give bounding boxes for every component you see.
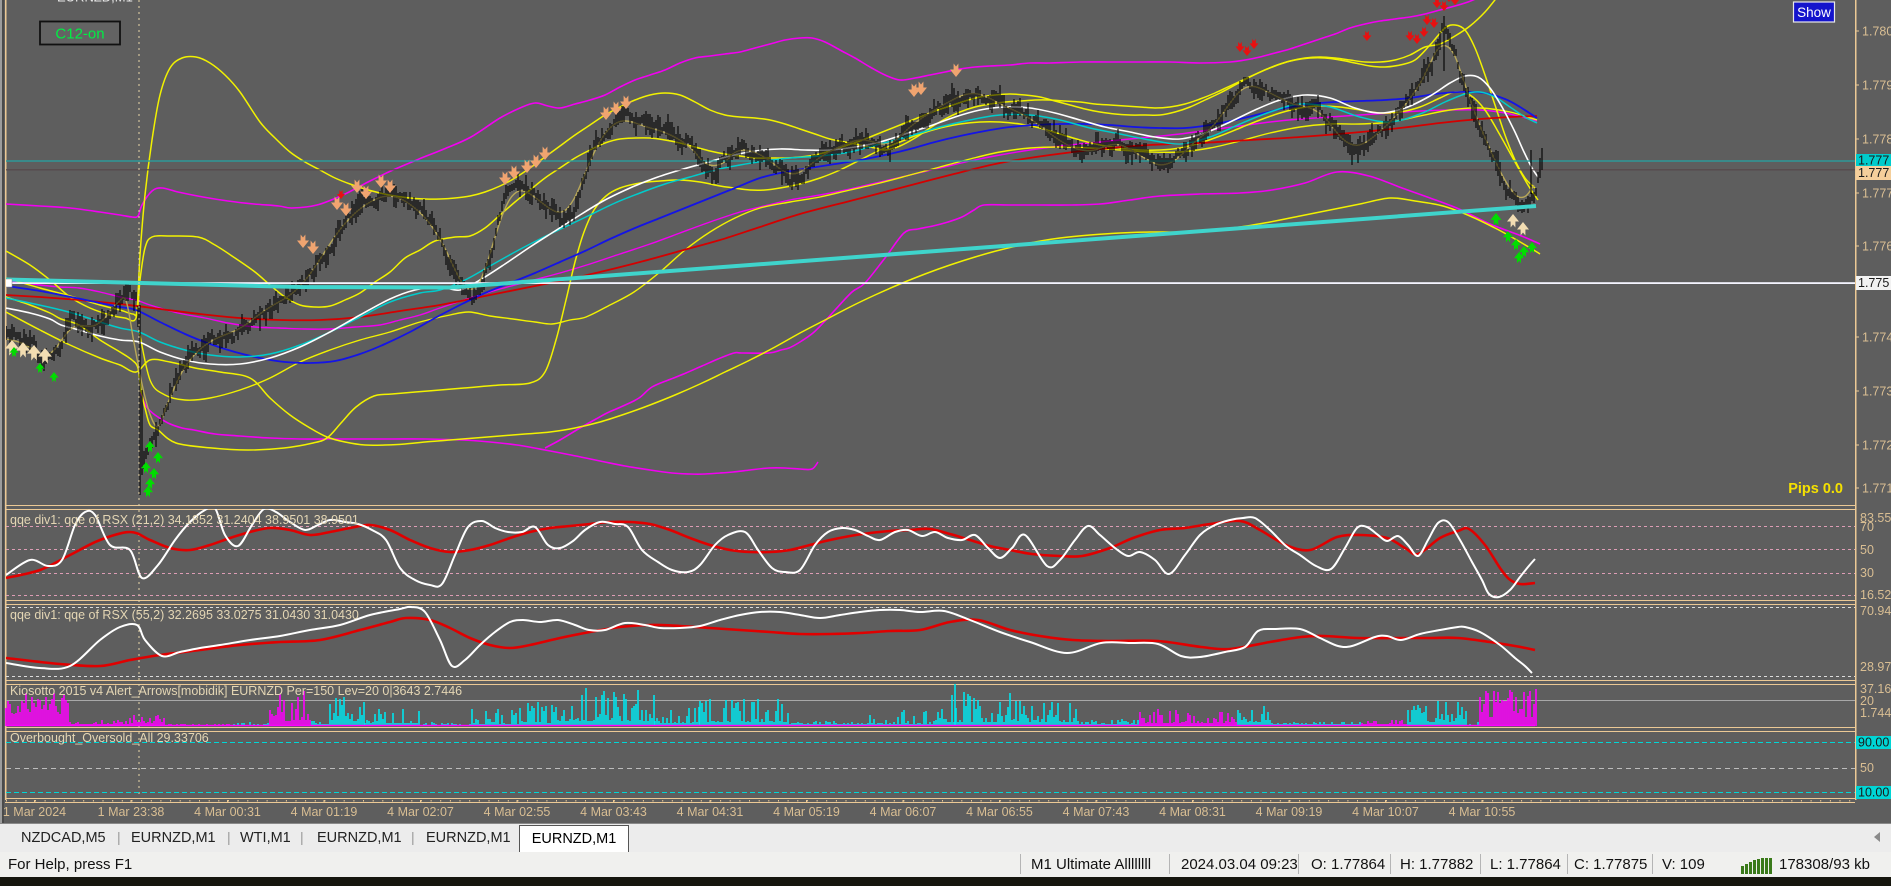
svg-text:4 Mar 00:31: 4 Mar 00:31 (194, 805, 261, 819)
svg-text:70.94: 70.94 (1860, 604, 1891, 618)
svg-text:1.772: 1.772 (1862, 439, 1891, 453)
svg-text:Kiosotto 2015 v4 Alert_Arrows[: Kiosotto 2015 v4 Alert_Arrows[mobidik] E… (10, 684, 462, 698)
svg-text:4 Mar 02:55: 4 Mar 02:55 (484, 805, 551, 819)
svg-text:50: 50 (1860, 761, 1874, 775)
svg-text:Show: Show (1797, 5, 1831, 20)
svg-text:16.522: 16.522 (1860, 588, 1891, 602)
svg-text:4 Mar 04:31: 4 Mar 04:31 (677, 805, 744, 819)
svg-text:1.780: 1.780 (1862, 25, 1891, 39)
svg-text:4 Mar 06:07: 4 Mar 06:07 (870, 805, 937, 819)
svg-text:qqe div1: qqe of RSX (21,2) 34: qqe div1: qqe of RSX (21,2) 34.1852 31.2… (10, 513, 359, 527)
svg-text:1 Mar 2024: 1 Mar 2024 (3, 805, 66, 819)
svg-text:qqe div1: qqe of RSX (55,2) 32: qqe div1: qqe of RSX (55,2) 32.2695 33.0… (10, 608, 359, 622)
svg-text:4 Mar 07:43: 4 Mar 07:43 (1063, 805, 1130, 819)
svg-text:4 Mar 06:55: 4 Mar 06:55 (966, 805, 1033, 819)
svg-text:4 Mar 10:55: 4 Mar 10:55 (1449, 805, 1516, 819)
svg-text:1.778: 1.778 (1862, 133, 1891, 147)
svg-text:Overbought_Oversold_All 29.337: Overbought_Oversold_All 29.33706 (10, 731, 209, 745)
svg-text:1.771: 1.771 (1862, 482, 1891, 496)
svg-text:1.777: 1.777 (1862, 187, 1891, 201)
svg-text:4 Mar 09:19: 4 Mar 09:19 (1256, 805, 1323, 819)
svg-text:1 Mar 23:38: 1 Mar 23:38 (98, 805, 165, 819)
svg-text:Pips 0.0: Pips 0.0 (1788, 481, 1843, 497)
svg-text:1.7440: 1.7440 (1860, 706, 1891, 720)
svg-text:1.776: 1.776 (1862, 240, 1891, 254)
svg-text:EURNZD,M1: EURNZD,M1 (57, 0, 133, 5)
svg-text:90.00: 90.00 (1858, 736, 1889, 750)
svg-text:4 Mar 05:19: 4 Mar 05:19 (773, 805, 840, 819)
svg-text:C12-on: C12-on (55, 26, 104, 43)
svg-text:4 Mar 01:19: 4 Mar 01:19 (291, 805, 358, 819)
svg-text:4 Mar 10:07: 4 Mar 10:07 (1352, 805, 1419, 819)
svg-text:20: 20 (1860, 694, 1874, 708)
svg-text:37.16: 37.16 (1860, 682, 1891, 696)
svg-text:4 Mar 03:43: 4 Mar 03:43 (580, 805, 647, 819)
svg-text:4 Mar 08:31: 4 Mar 08:31 (1159, 805, 1226, 819)
svg-text:1.777: 1.777 (1858, 166, 1889, 180)
svg-text:70: 70 (1860, 520, 1874, 534)
svg-text:30: 30 (1860, 566, 1874, 580)
svg-text:1.774: 1.774 (1862, 331, 1891, 345)
svg-text:1.779: 1.779 (1862, 79, 1891, 93)
svg-text:4 Mar 02:07: 4 Mar 02:07 (387, 805, 454, 819)
svg-text:1.777: 1.777 (1858, 154, 1889, 168)
svg-text:83.55: 83.55 (1860, 511, 1891, 525)
svg-text:50: 50 (1860, 543, 1874, 557)
svg-text:10.00: 10.00 (1858, 786, 1889, 800)
svg-text:28.97: 28.97 (1860, 660, 1891, 674)
svg-text:1.773: 1.773 (1862, 385, 1891, 399)
svg-text:1.775: 1.775 (1858, 276, 1889, 290)
